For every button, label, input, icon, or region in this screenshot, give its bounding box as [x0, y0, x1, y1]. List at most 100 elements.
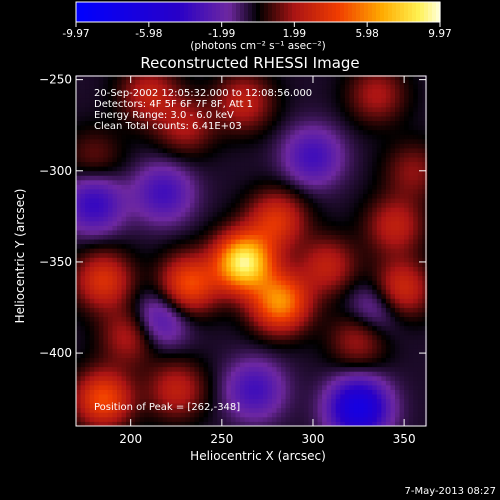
- heatmap-cell: [107, 230, 113, 235]
- heatmap-cell: [189, 225, 195, 231]
- heatmap-cell: [121, 193, 127, 199]
- heatmap-cell: [276, 289, 282, 295]
- heatmap-cell: [349, 252, 355, 258]
- heatmap-cell: [144, 207, 150, 213]
- heatmap-cell: [312, 198, 318, 204]
- heatmap-cell: [203, 189, 209, 194]
- heatmap-cell: [358, 79, 364, 85]
- heatmap-cell: [226, 88, 232, 94]
- heatmap-cell: [76, 97, 81, 103]
- heatmap-cell: [80, 157, 86, 163]
- heatmap-cell: [148, 106, 154, 112]
- heatmap-cell: [117, 134, 122, 140]
- heatmap-cell: [344, 230, 350, 235]
- heatmap-cell: [130, 280, 136, 286]
- heatmap-cell: [240, 394, 246, 400]
- heatmap-cell: [285, 125, 291, 131]
- heatmap-cell: [340, 339, 346, 345]
- heatmap-cell: [326, 280, 332, 286]
- heatmap-cell: [217, 152, 223, 158]
- heatmap-cell: [271, 129, 277, 135]
- heatmap-cell: [185, 211, 191, 217]
- heatmap-cell: [117, 198, 122, 204]
- heatmap-cell: [258, 243, 264, 249]
- heatmap-cell: [217, 348, 223, 354]
- heatmap-cell: [335, 348, 341, 354]
- heatmap-cell: [344, 216, 350, 222]
- heatmap-cell: [303, 421, 309, 427]
- heatmap-cell: [290, 243, 296, 249]
- heatmap-cell: [162, 330, 168, 336]
- heatmap-cell: [98, 394, 104, 400]
- heatmap-cell: [107, 138, 113, 144]
- heatmap-cell: [158, 193, 163, 199]
- heatmap-cell: [262, 321, 268, 327]
- heatmap-cell: [363, 398, 369, 404]
- heatmap-cell: [199, 211, 205, 217]
- heatmap-cell: [112, 271, 118, 277]
- heatmap-cell: [322, 143, 328, 149]
- heatmap-cell: [139, 129, 145, 135]
- heatmap-cell: [353, 243, 359, 249]
- heatmap-cell: [117, 325, 122, 331]
- heatmap-cell: [349, 102, 355, 108]
- heatmap-cell: [221, 293, 227, 299]
- heatmap-cell: [326, 275, 332, 281]
- heatmap-cell: [244, 211, 250, 217]
- heatmap-cell: [249, 230, 255, 235]
- heatmap-cell: [221, 353, 227, 359]
- heatmap-cell: [189, 293, 195, 299]
- heatmap-cell: [235, 166, 241, 172]
- heatmap-cell: [267, 184, 273, 190]
- heatmap-cell: [317, 134, 323, 140]
- heatmap-cell: [94, 170, 100, 176]
- heatmap-cell: [312, 211, 318, 217]
- heatmap-cell: [308, 357, 314, 363]
- heatmap-cell: [194, 157, 200, 163]
- heatmap-cell: [331, 416, 337, 422]
- heatmap-cell: [276, 271, 282, 277]
- heatmap-cell: [226, 170, 232, 176]
- heatmap-cell: [358, 394, 364, 400]
- heatmap-cell: [230, 230, 236, 235]
- heatmap-cell: [167, 84, 173, 90]
- heatmap-cell: [203, 252, 209, 258]
- heatmap-cell: [112, 275, 118, 281]
- heatmap-cell: [139, 298, 145, 304]
- heatmap-cell: [189, 302, 195, 308]
- heatmap-cell: [107, 116, 113, 122]
- heatmap-cell: [353, 321, 359, 327]
- heatmap-cell: [208, 398, 214, 404]
- heatmap-cell: [117, 170, 122, 176]
- heatmap-cell: [285, 307, 291, 313]
- heatmap-cell: [153, 403, 159, 409]
- colorbar-cell: [404, 2, 409, 22]
- heatmap-cell: [208, 394, 214, 400]
- heatmap-cell: [226, 394, 232, 400]
- heatmap-cell: [189, 362, 195, 368]
- heatmap-cell: [103, 179, 109, 185]
- heatmap-cell: [358, 321, 364, 327]
- heatmap-cell: [308, 416, 314, 422]
- heatmap-cell: [148, 102, 154, 108]
- heatmap-cell: [189, 79, 195, 85]
- heatmap-cell: [344, 421, 350, 427]
- heatmap-cell: [317, 280, 323, 286]
- heatmap-cell: [258, 193, 264, 199]
- heatmap-cell: [203, 234, 209, 240]
- heatmap-cell: [317, 166, 323, 172]
- heatmap-cell: [340, 138, 346, 144]
- heatmap-cell: [135, 234, 141, 240]
- heatmap-cell: [244, 148, 250, 153]
- heatmap-cell: [158, 325, 163, 331]
- heatmap-cell: [335, 193, 341, 199]
- heatmap-cell: [117, 280, 122, 286]
- heatmap-cell: [276, 129, 282, 135]
- heatmap-cell: [126, 252, 132, 258]
- heatmap-cell: [212, 134, 218, 140]
- heatmap-cell: [171, 198, 177, 204]
- heatmap-cell: [158, 166, 163, 172]
- heatmap-cell: [135, 97, 141, 103]
- heatmap-cell: [217, 407, 223, 413]
- heatmap-cell: [312, 189, 318, 194]
